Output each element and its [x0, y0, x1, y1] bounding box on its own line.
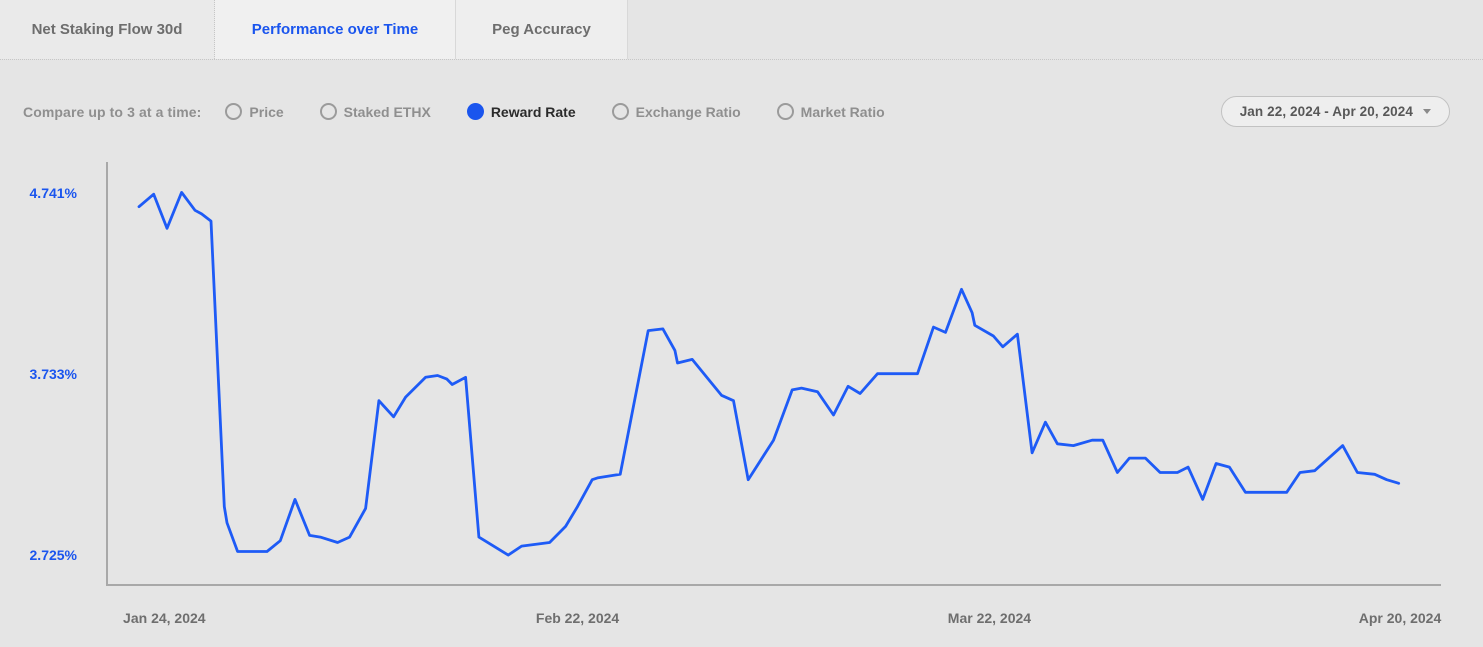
metric-radio-group: Price Staked ETHX Reward Rate Exchange Rati…	[225, 103, 885, 120]
radio-option-market-ratio[interactable]: Market Ratio	[776, 103, 885, 120]
radio-option-label: Price	[249, 103, 284, 120]
reward-rate-line	[137, 190, 1401, 557]
radio-unselected-icon	[611, 103, 629, 120]
radio-option-label: Staked ETHX	[343, 103, 431, 120]
radio-option-price[interactable]: Price	[225, 103, 284, 120]
date-range-selector[interactable]: Jan 22, 2024 - Apr 20, 2024	[1220, 96, 1450, 127]
radio-option-label: Reward Rate	[490, 103, 576, 120]
tab-performance-over-time[interactable]: Performance over Time	[215, 0, 455, 59]
chart-controls: Compare up to 3 at a time: Price Staked E…	[23, 96, 1450, 127]
date-range-label: Jan 22, 2024 - Apr 20, 2024	[1239, 104, 1413, 119]
x-axis-tick-label: Feb 22, 2024	[535, 610, 620, 626]
chevron-down-icon	[1423, 109, 1431, 114]
tab-bar: Net Staking Flow 30d Performance over Ti…	[0, 0, 1483, 60]
x-axis-tick-label: Jan 24, 2024	[123, 610, 206, 626]
tab-peg-accuracy[interactable]: Peg Accuracy	[455, 0, 628, 59]
tab-bar-filler	[628, 0, 1483, 59]
radio-option-label: Market Ratio	[800, 103, 885, 120]
radio-option-exchange-ratio[interactable]: Exchange Ratio	[611, 103, 741, 120]
chart-axes	[106, 162, 1441, 586]
radio-option-reward-rate[interactable]: Reward Rate	[466, 103, 576, 120]
radio-unselected-icon	[776, 103, 794, 120]
radio-unselected-icon	[225, 103, 243, 120]
radio-unselected-icon	[319, 103, 337, 120]
tab-net-staking-flow-30d[interactable]: Net Staking Flow 30d	[0, 0, 215, 59]
x-axis-tick-label: Mar 22, 2024	[947, 610, 1032, 626]
radio-option-label: Exchange Ratio	[635, 103, 741, 120]
y-axis-tick-label: 4.741%	[29, 185, 77, 201]
radio-option-staked-ethx[interactable]: Staked ETHX	[319, 103, 431, 120]
compare-label: Compare up to 3 at a time:	[23, 103, 202, 120]
y-axis-tick-label: 3.733%	[29, 366, 77, 382]
radio-selected-icon	[466, 103, 484, 120]
y-axis-tick-label: 2.725%	[29, 547, 77, 563]
x-axis-tick-label: Apr 20, 2024	[1358, 610, 1442, 626]
